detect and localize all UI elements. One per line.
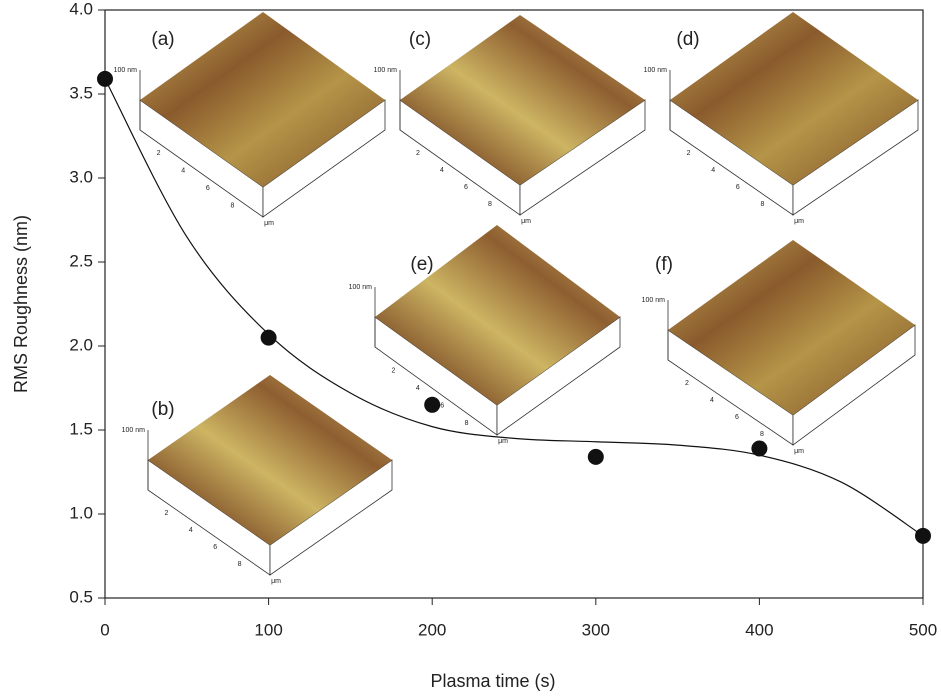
afm-surface bbox=[148, 375, 392, 545]
inset-height-label: 100 nm bbox=[644, 67, 668, 74]
inset-unit: μm bbox=[794, 218, 804, 225]
y-axis-label: RMS Roughness (nm) bbox=[11, 215, 31, 393]
inset-tick-label: 4 bbox=[711, 167, 715, 174]
inset-tick-label: 6 bbox=[736, 184, 740, 191]
y-tick-label: 4.0 bbox=[69, 0, 93, 18]
inset-tick-label: 2 bbox=[416, 150, 420, 157]
afm-surface bbox=[670, 12, 918, 185]
inset-tick-label: 8 bbox=[760, 431, 764, 438]
fit-curve bbox=[104, 78, 924, 537]
x-tick-label: 0 bbox=[100, 620, 109, 639]
inset-label: (c) bbox=[409, 29, 431, 50]
afm-inset: 100 nm 2 4 6 8 μm bbox=[374, 15, 646, 225]
inset-unit: μm bbox=[264, 220, 274, 227]
inset-tick-label: 6 bbox=[735, 414, 739, 421]
inset-height-label: 100 nm bbox=[114, 67, 138, 74]
y-tick-label: 3.5 bbox=[69, 83, 93, 102]
data-point bbox=[751, 440, 768, 457]
inset-tick-label: 4 bbox=[440, 167, 444, 174]
afm-inset: 100 nm 2 4 6 8 μm bbox=[644, 12, 919, 225]
inset-tick-label: 4 bbox=[416, 385, 420, 392]
inset-tick-label: 6 bbox=[440, 403, 444, 410]
inset-label: (b) bbox=[151, 399, 174, 420]
inset-tick-label: 2 bbox=[157, 150, 161, 157]
inset-tick-label: 6 bbox=[213, 544, 217, 551]
inset-tick-label: 4 bbox=[710, 397, 714, 404]
afm-inset: 100 nm 2 4 6 8 μm bbox=[349, 225, 621, 445]
x-tick-label: 100 bbox=[254, 620, 282, 639]
inset-label: (a) bbox=[151, 29, 174, 50]
inset-tick-label: 2 bbox=[687, 150, 691, 157]
inset-height-label: 100 nm bbox=[374, 67, 398, 74]
inset-tick-label: 6 bbox=[464, 184, 468, 191]
y-tick-label: 1.5 bbox=[69, 419, 93, 438]
x-tick-label: 500 bbox=[909, 620, 937, 639]
afm-surface bbox=[375, 225, 620, 405]
data-point bbox=[915, 527, 931, 544]
inset-unit: μm bbox=[271, 578, 281, 585]
inset-tick-label: 8 bbox=[465, 420, 469, 427]
y-tick-label: 2.5 bbox=[69, 251, 93, 270]
inset-unit: μm bbox=[498, 438, 508, 445]
y-tick-label: 0.5 bbox=[69, 587, 93, 606]
inset-tick-label: 2 bbox=[391, 367, 395, 374]
inset-unit: μm bbox=[794, 448, 804, 455]
afm-inset: 100 nm 2 4 6 8 μm bbox=[122, 375, 393, 585]
data-point bbox=[587, 448, 604, 465]
plot-frame bbox=[104, 9, 924, 599]
inset-tick-label: 4 bbox=[189, 527, 193, 534]
inset-unit: μm bbox=[521, 218, 531, 225]
inset-tick-label: 8 bbox=[238, 561, 242, 568]
inset-label: (d) bbox=[676, 29, 699, 50]
data-point bbox=[97, 70, 113, 87]
afm-inset: 100 nm 2 4 6 8 μm bbox=[642, 240, 916, 455]
inset-label: (f) bbox=[655, 254, 673, 275]
x-axis-label: Plasma time (s) bbox=[430, 671, 555, 691]
inset-tick-label: 6 bbox=[206, 185, 210, 192]
inset-height-label: 100 nm bbox=[349, 284, 373, 291]
inset-height-label: 100 nm bbox=[122, 427, 146, 434]
afm-inset: 100 nm 2 4 6 8 μm bbox=[114, 12, 386, 227]
inset-wall bbox=[262, 99, 386, 218]
inset-wall bbox=[269, 459, 393, 576]
data-point bbox=[424, 396, 441, 413]
inset-tick-label: 8 bbox=[488, 201, 492, 208]
x-tick-label: 300 bbox=[582, 620, 610, 639]
afm-surface bbox=[400, 15, 645, 185]
inset-tick-label: 4 bbox=[181, 168, 185, 175]
y-tick-label: 1.0 bbox=[69, 503, 93, 522]
data-point bbox=[260, 329, 277, 346]
inset-height-label: 100 nm bbox=[642, 297, 666, 304]
y-tick-label: 3.0 bbox=[69, 167, 93, 186]
inset-tick-label: 2 bbox=[685, 380, 689, 387]
inset-tick-label: 8 bbox=[230, 202, 234, 209]
inset-tick-label: 8 bbox=[760, 201, 764, 208]
afm-surface bbox=[668, 240, 915, 415]
inset-wall bbox=[496, 316, 621, 436]
y-tick-label: 2.0 bbox=[69, 335, 93, 354]
x-tick-label: 400 bbox=[745, 620, 773, 639]
afm-surface bbox=[140, 12, 385, 187]
inset-label: (e) bbox=[410, 254, 433, 275]
inset-tick-label: 2 bbox=[164, 510, 168, 517]
x-tick-label: 200 bbox=[418, 620, 446, 639]
